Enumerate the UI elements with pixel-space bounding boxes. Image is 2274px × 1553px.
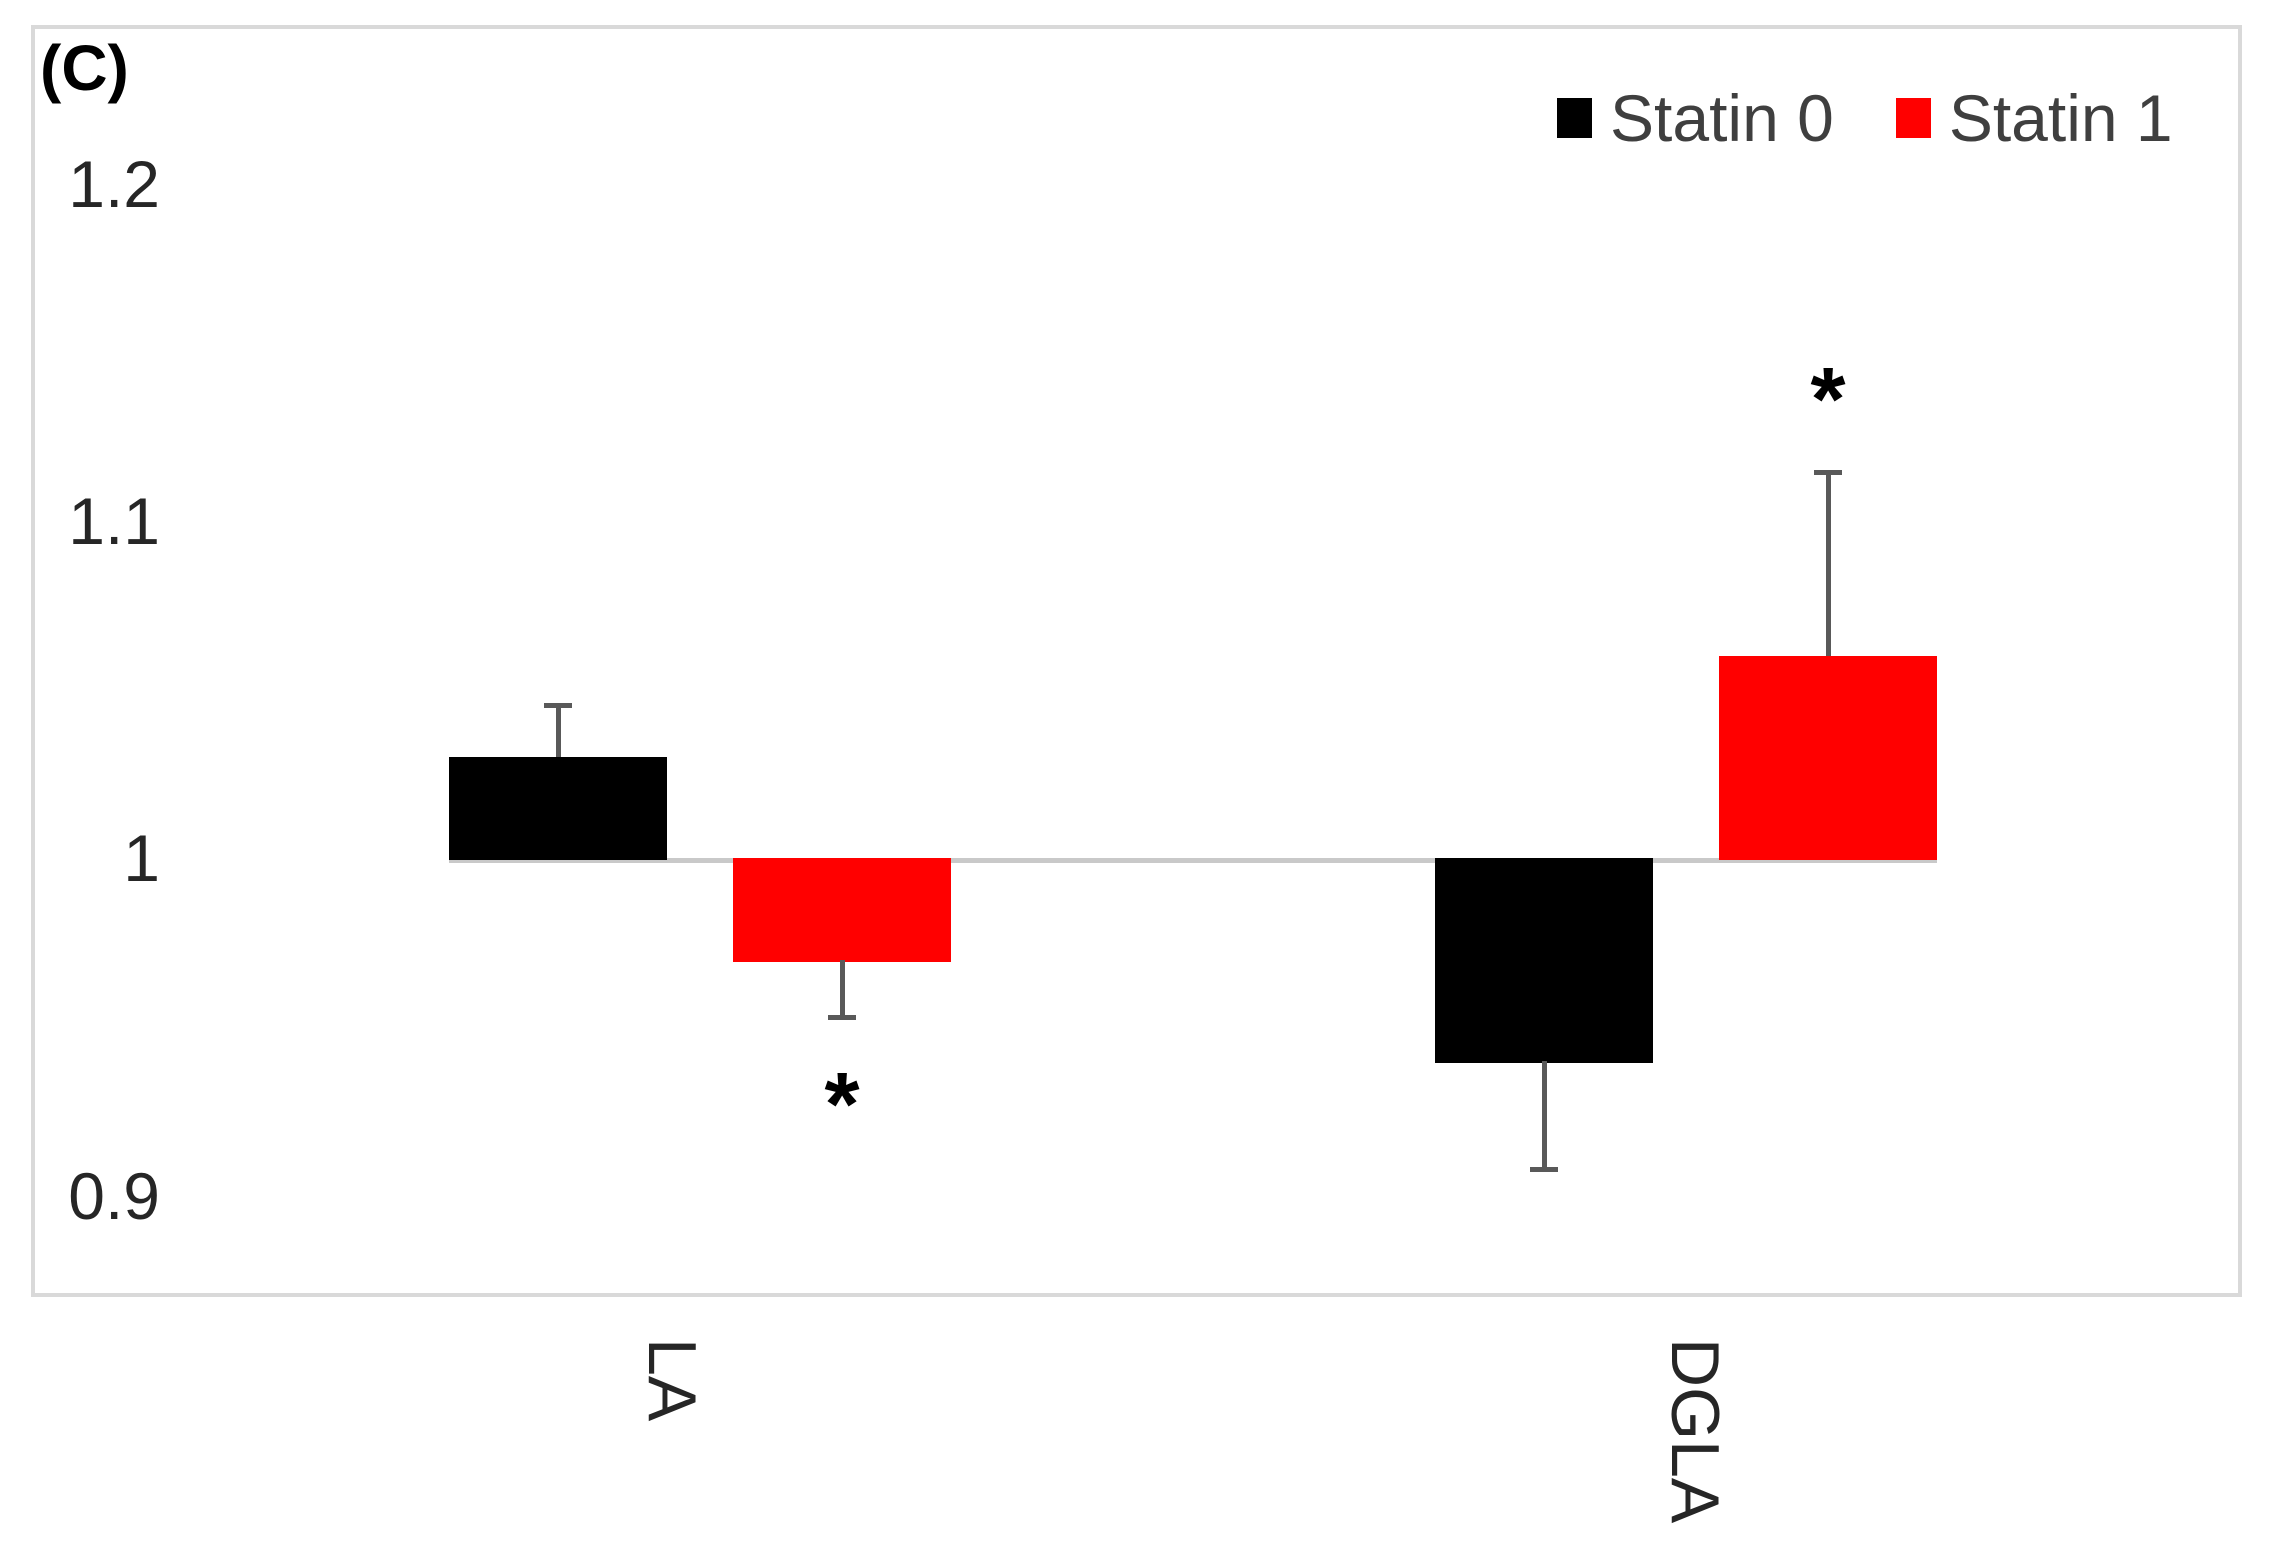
significance-asterisk: * xyxy=(824,1055,860,1155)
x-axis-label-dgla: DGLA xyxy=(1657,1338,1733,1524)
x-axis-label-la: LA xyxy=(634,1338,710,1422)
y-axis-tick-label: 1.1 xyxy=(68,484,160,558)
legend-label: Statin 1 xyxy=(1948,81,2173,155)
error-bar-cap xyxy=(544,703,572,708)
error-bar-line xyxy=(1541,1061,1547,1172)
error-bar-cap xyxy=(828,1015,856,1020)
bar-dgla-statin0 xyxy=(1435,858,1653,1063)
legend-item-statin-1: Statin 1 xyxy=(1895,81,2173,155)
error-bar-line xyxy=(1825,470,1831,656)
legend-label: Statin 0 xyxy=(1610,81,1834,155)
error-bar-line xyxy=(555,703,561,757)
bar-dgla-statin1 xyxy=(1719,656,1937,860)
error-bar-cap xyxy=(1814,470,1842,475)
legend-swatch-icon xyxy=(1895,98,1931,138)
bar-la-statin1 xyxy=(733,858,951,962)
y-axis-tick-label: 0.9 xyxy=(68,1159,160,1233)
panel-label: (C) xyxy=(40,32,129,104)
significance-asterisk: * xyxy=(1810,350,1846,450)
baseline-gridline xyxy=(449,858,1937,863)
legend-swatch-icon xyxy=(1557,98,1592,138)
y-axis-tick-label: 1.2 xyxy=(68,147,160,221)
error-bar-cap xyxy=(1530,1167,1558,1172)
y-axis-tick-label: 1 xyxy=(123,821,160,895)
legend-item-statin-0: Statin 0 xyxy=(1557,85,1834,151)
legend: Statin 0 Statin 1 xyxy=(1557,85,2173,151)
error-bar-line xyxy=(839,960,845,1020)
bar-la-statin0 xyxy=(449,757,667,860)
